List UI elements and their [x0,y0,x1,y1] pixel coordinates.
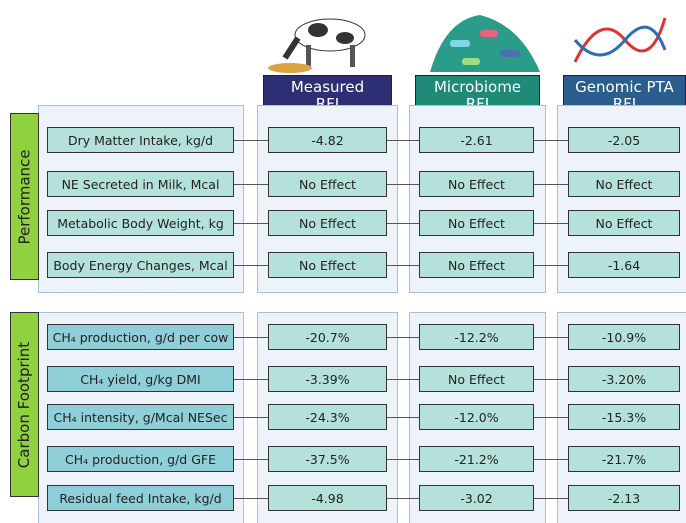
illustrations [268,15,667,73]
value-cell: -3.20% [568,366,680,392]
value-cell: No Effect [268,210,387,236]
value-cell: -2.13 [568,485,680,511]
value-cell: -3.39% [268,366,387,392]
row-label: CH₄ intensity, g/Mcal NESec [47,404,234,430]
value-cell: -15.3% [568,404,680,430]
connector [234,498,268,499]
dna-icon [573,17,667,63]
value-cell: -2.05 [568,127,680,153]
connector [387,265,419,266]
connector [534,379,568,380]
row-label: Dry Matter Intake, kg/d [47,127,234,153]
microbiome-icon [430,15,540,72]
connector [387,337,419,338]
connector [534,498,568,499]
connector [234,379,268,380]
value-cell: -3.02 [419,485,534,511]
connector [387,140,419,141]
value-cell: -21.7% [568,446,680,472]
connector [234,337,268,338]
connector [234,184,268,185]
connector [387,184,419,185]
value-cell: No Effect [419,210,534,236]
connector [534,459,568,460]
connector [534,184,568,185]
row-label: NE Secreted in Milk, Mcal [47,171,234,197]
connector [534,337,568,338]
connector [387,417,419,418]
connector [534,417,568,418]
value-cell: -4.82 [268,127,387,153]
value-cell: No Effect [268,252,387,278]
row-label: CH₄ production, g/d per cow [47,324,234,350]
value-cell: No Effect [268,171,387,197]
group-label: Carbon Footprint [10,312,39,497]
connector [387,379,419,380]
connector [387,223,419,224]
row-label: CH₄ production, g/d GFE [47,446,234,472]
row-label: Residual feed Intake, kg/d [47,485,234,511]
value-cell: -12.0% [419,404,534,430]
value-cell: -10.9% [568,324,680,350]
value-cell: No Effect [568,210,680,236]
value-cell: -1.64 [568,252,680,278]
connector [534,265,568,266]
value-cell: -2.61 [419,127,534,153]
group-label-text: Carbon Footprint [15,341,34,468]
header-line: Microbiome [433,78,522,96]
connector [387,459,419,460]
connector [534,140,568,141]
row-label: CH₄ yield, g/kg DMI [47,366,234,392]
value-cell: -24.3% [268,404,387,430]
connector [234,459,268,460]
value-cell: -12.2% [419,324,534,350]
connector [534,223,568,224]
row-label: Metabolic Body Weight, kg [47,210,234,236]
value-cell: -21.2% [419,446,534,472]
cow-icon [268,18,366,73]
connector [234,223,268,224]
value-cell: -37.5% [268,446,387,472]
value-cell: No Effect [419,366,534,392]
value-cell: No Effect [568,171,680,197]
connector [387,498,419,499]
value-cell: -4.98 [268,485,387,511]
connector [234,417,268,418]
header-line: Measured [290,78,365,96]
row-label: Body Energy Changes, Mcal [47,252,234,278]
connector [234,140,268,141]
group-label: Performance [10,113,39,280]
value-cell: -20.7% [268,324,387,350]
group-label-text: Performance [15,148,34,245]
value-cell: No Effect [419,252,534,278]
connector [234,265,268,266]
value-cell: No Effect [419,171,534,197]
header-line: Genomic PTA [575,78,674,96]
